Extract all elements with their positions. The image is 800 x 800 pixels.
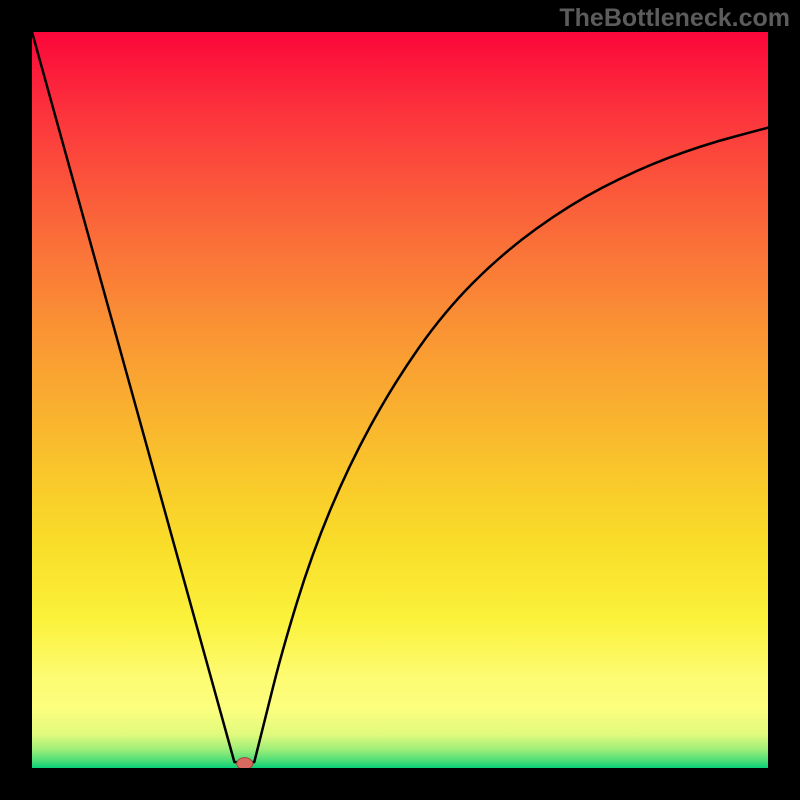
- bottleneck-chart: [32, 32, 768, 768]
- watermark-label: TheBottleneck.com: [559, 4, 790, 32]
- watermark-text: TheBottleneck.com: [559, 4, 790, 33]
- optimum-marker: [237, 758, 253, 768]
- gradient-background: [32, 32, 768, 768]
